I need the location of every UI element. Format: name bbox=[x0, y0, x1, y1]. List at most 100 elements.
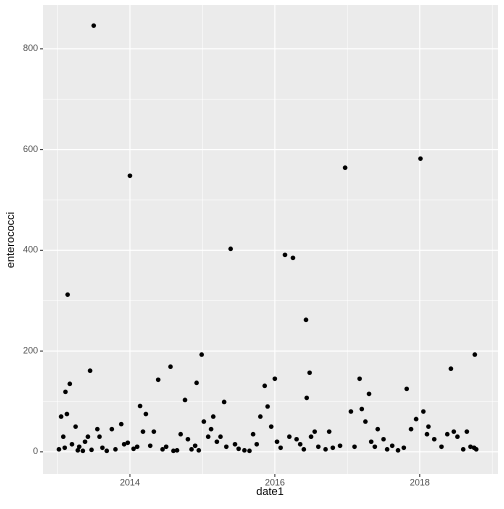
point bbox=[366, 391, 372, 397]
point bbox=[100, 445, 105, 451]
point bbox=[201, 419, 207, 424]
point bbox=[451, 429, 457, 434]
point bbox=[348, 409, 354, 414]
point bbox=[155, 377, 161, 383]
point bbox=[352, 444, 357, 450]
point bbox=[359, 406, 365, 412]
point bbox=[265, 404, 270, 409]
x-tick-label: 2018 bbox=[410, 477, 430, 487]
point bbox=[247, 448, 252, 454]
point bbox=[303, 317, 309, 323]
point bbox=[278, 445, 283, 451]
point bbox=[316, 444, 321, 450]
point bbox=[323, 447, 328, 452]
point bbox=[210, 414, 216, 419]
point bbox=[274, 439, 280, 445]
point bbox=[408, 426, 414, 432]
point bbox=[121, 441, 127, 447]
point bbox=[89, 447, 94, 453]
point bbox=[199, 352, 204, 357]
point bbox=[254, 441, 260, 447]
point bbox=[168, 364, 173, 369]
point bbox=[228, 246, 233, 252]
point bbox=[194, 380, 199, 386]
point bbox=[82, 439, 88, 445]
point bbox=[236, 446, 241, 452]
point bbox=[287, 434, 292, 440]
point bbox=[185, 436, 191, 442]
point bbox=[147, 443, 153, 449]
point bbox=[330, 445, 336, 451]
y-axis-title: enterococci bbox=[5, 212, 17, 268]
x-axis-title: date1 bbox=[256, 486, 284, 498]
point bbox=[137, 403, 143, 409]
point bbox=[171, 448, 176, 454]
point bbox=[389, 443, 395, 449]
point bbox=[282, 252, 288, 258]
point bbox=[63, 389, 68, 395]
point bbox=[473, 447, 479, 452]
x-tick-label: 2014 bbox=[120, 477, 140, 487]
y-tick-label: 800 bbox=[23, 43, 38, 53]
point bbox=[357, 376, 362, 382]
point bbox=[56, 447, 62, 452]
point bbox=[95, 426, 100, 432]
point bbox=[268, 424, 274, 429]
point bbox=[62, 445, 68, 451]
point bbox=[232, 441, 238, 447]
point bbox=[163, 444, 169, 450]
point bbox=[294, 436, 299, 442]
point bbox=[472, 352, 478, 357]
point bbox=[127, 173, 133, 179]
y-tick-label: 0 bbox=[33, 446, 38, 456]
point bbox=[118, 421, 124, 427]
point bbox=[258, 414, 263, 419]
point bbox=[401, 445, 407, 451]
point bbox=[426, 424, 431, 429]
point bbox=[182, 397, 188, 403]
point bbox=[455, 434, 460, 440]
panel bbox=[43, 5, 498, 474]
point bbox=[214, 439, 220, 445]
point bbox=[308, 434, 314, 440]
point bbox=[134, 444, 140, 450]
point bbox=[91, 23, 97, 28]
point bbox=[381, 436, 386, 442]
point bbox=[140, 429, 146, 434]
y-tick-label: 200 bbox=[23, 345, 38, 355]
point bbox=[363, 419, 368, 424]
point bbox=[85, 434, 91, 440]
point bbox=[342, 165, 348, 171]
point bbox=[448, 366, 454, 372]
point bbox=[368, 439, 374, 445]
point bbox=[87, 368, 93, 374]
point bbox=[312, 429, 317, 434]
x-tick-label: 2016 bbox=[265, 477, 285, 487]
point bbox=[174, 448, 180, 453]
point bbox=[250, 431, 256, 437]
point bbox=[372, 444, 378, 450]
point bbox=[97, 434, 102, 440]
point bbox=[326, 429, 332, 434]
point bbox=[113, 447, 118, 452]
point bbox=[189, 447, 194, 452]
point bbox=[418, 156, 423, 161]
point bbox=[421, 409, 426, 414]
point bbox=[143, 411, 149, 417]
point bbox=[337, 443, 343, 449]
point bbox=[384, 447, 390, 452]
point bbox=[221, 399, 227, 405]
y-tick-label: 600 bbox=[23, 144, 38, 154]
point bbox=[301, 447, 307, 452]
point bbox=[224, 444, 229, 450]
point bbox=[375, 426, 381, 432]
point bbox=[109, 426, 115, 432]
point bbox=[307, 370, 312, 376]
point bbox=[73, 424, 78, 429]
point bbox=[64, 411, 70, 417]
point bbox=[444, 431, 450, 437]
point bbox=[75, 448, 81, 453]
point bbox=[395, 448, 401, 453]
point bbox=[192, 443, 198, 449]
point bbox=[460, 447, 466, 452]
